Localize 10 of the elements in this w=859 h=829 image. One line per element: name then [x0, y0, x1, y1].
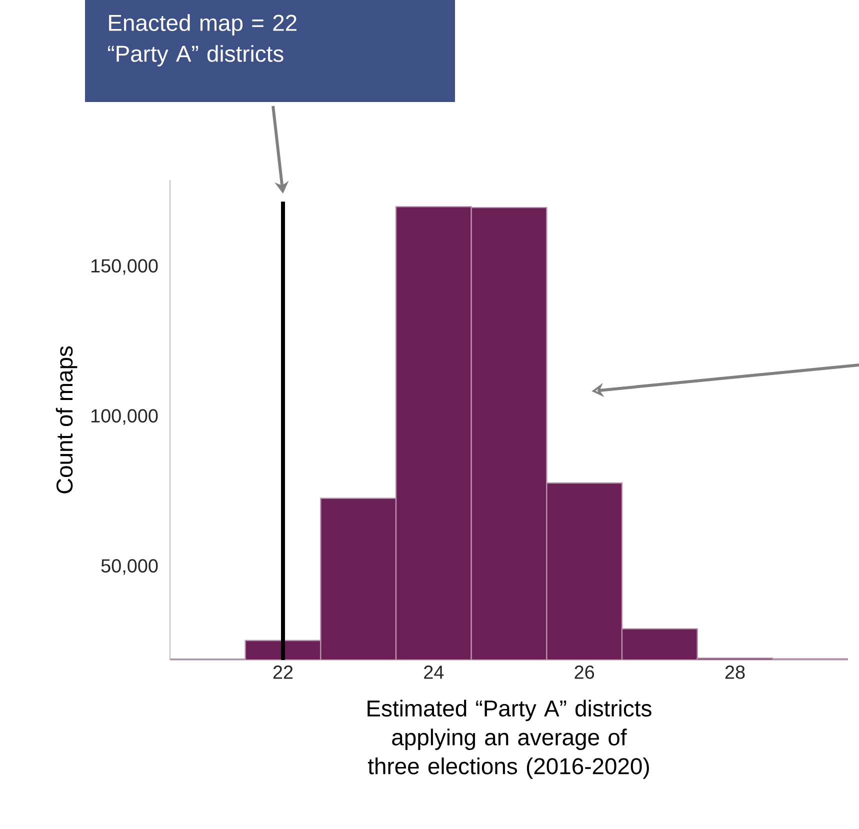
y-tick-label: 50,000 — [101, 559, 158, 575]
x-tick-label: 24 — [424, 666, 444, 679]
x-tick-label: 22 — [273, 666, 293, 679]
x-axis-title: Estimated “Party A” districts applying an average of three elections (2016-2020) — [368, 700, 652, 779]
x-tick-label: 28 — [725, 666, 745, 679]
x-tick-label: 26 — [574, 666, 594, 679]
y-axis-title: Count of maps — [56, 346, 78, 494]
text: Enacted map = 22 “Party A” districts — [108, 14, 296, 66]
y-tick-label: 150,000 — [92, 259, 158, 275]
y-tick-label: 100,000 — [92, 409, 158, 425]
